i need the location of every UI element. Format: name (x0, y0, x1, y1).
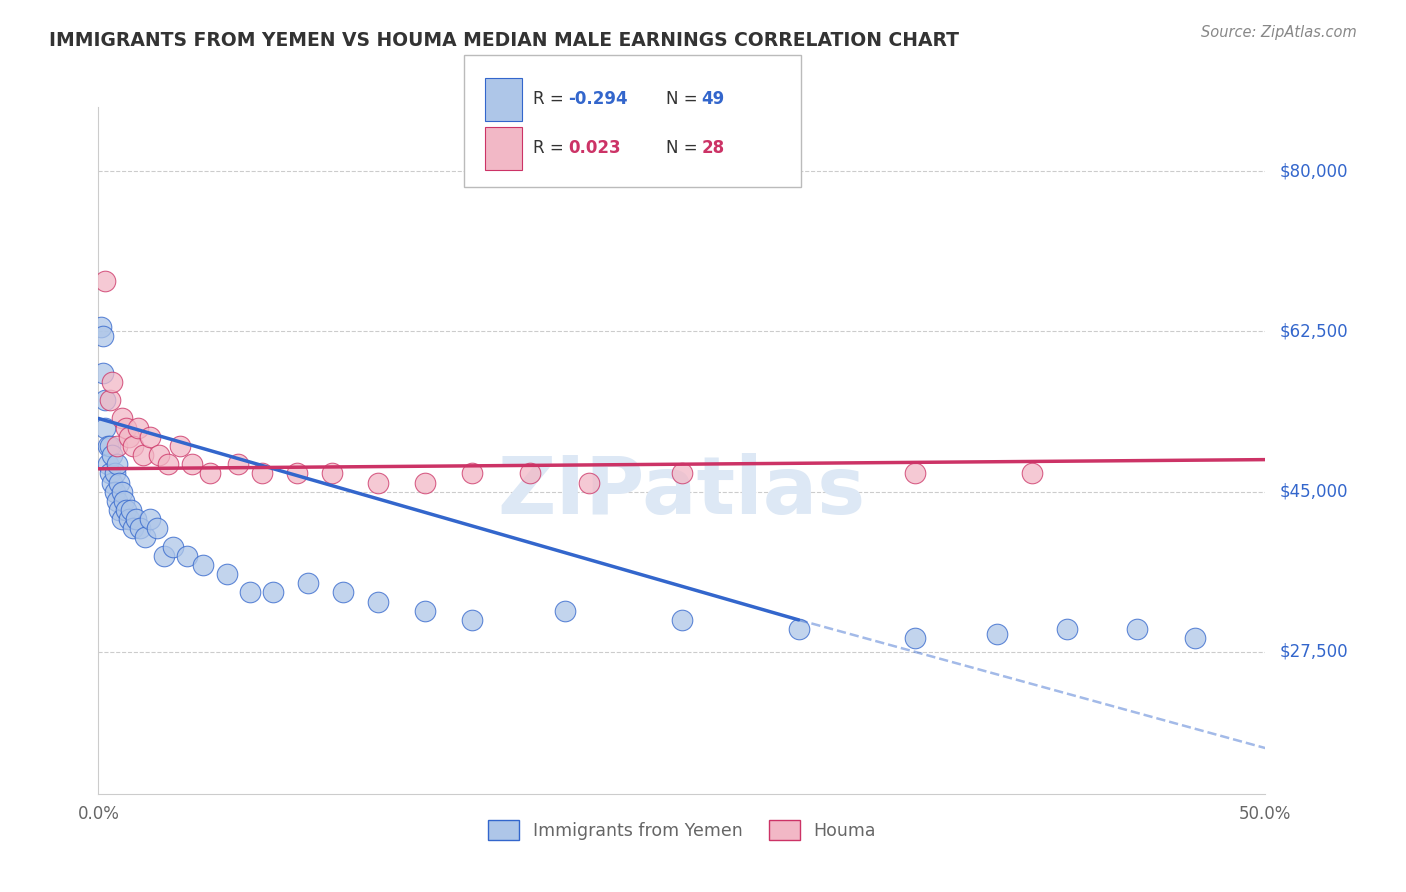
Point (180, 457, 202, 471)
Point (108, 503, 131, 517)
Text: IMMIGRANTS FROM YEMEN VS HOUMA MEDIAN MALE EARNINGS CORRELATION CHART: IMMIGRANTS FROM YEMEN VS HOUMA MEDIAN MA… (49, 31, 959, 50)
Point (125, 512, 148, 526)
Text: 49: 49 (702, 90, 725, 108)
Point (1184, 631, 1206, 645)
Point (250, 467, 273, 481)
Point (321, 467, 343, 481)
Point (120, 503, 142, 517)
Point (94, 393, 117, 408)
Point (104, 467, 127, 481)
Point (1056, 622, 1078, 636)
Text: 0.023: 0.023 (568, 139, 620, 157)
Point (122, 439, 145, 453)
Point (904, 467, 927, 481)
Point (111, 512, 134, 526)
Text: -0.294: -0.294 (568, 90, 627, 108)
Point (671, 613, 693, 627)
Point (332, 585, 354, 599)
Point (108, 475, 131, 490)
Point (413, 475, 436, 490)
Point (578, 475, 600, 490)
Point (101, 375, 124, 389)
Point (297, 576, 319, 591)
Point (1126, 622, 1149, 636)
Point (285, 467, 308, 481)
Text: Source: ZipAtlas.com: Source: ZipAtlas.com (1201, 25, 1357, 40)
Point (111, 411, 134, 425)
Text: $45,000: $45,000 (1279, 483, 1348, 500)
Point (367, 594, 389, 608)
Point (97, 457, 120, 471)
Point (122, 521, 145, 535)
Point (91, 366, 114, 380)
Point (1021, 467, 1043, 481)
Point (461, 467, 484, 481)
Point (105, 457, 128, 471)
Text: $62,500: $62,500 (1279, 322, 1348, 341)
Text: $80,000: $80,000 (1279, 162, 1348, 180)
Point (671, 467, 693, 481)
Point (157, 457, 180, 471)
Point (239, 585, 262, 599)
Point (112, 493, 135, 508)
Point (228, 457, 250, 471)
Point (139, 512, 162, 526)
Point (105, 439, 128, 453)
Point (94, 274, 117, 288)
Point (132, 448, 155, 462)
Point (115, 503, 138, 517)
Point (200, 467, 222, 481)
Point (134, 531, 156, 545)
Legend: Immigrants from Yemen, Houma: Immigrants from Yemen, Houma (481, 814, 883, 847)
Point (115, 420, 138, 434)
Point (904, 631, 927, 645)
Point (94, 420, 117, 434)
Point (367, 475, 389, 490)
Text: N =: N = (666, 90, 703, 108)
Point (986, 626, 1008, 640)
Text: 28: 28 (702, 139, 724, 157)
Point (146, 521, 169, 535)
Point (519, 467, 541, 481)
Point (162, 540, 184, 554)
Point (118, 430, 141, 444)
Point (118, 512, 141, 526)
Point (193, 558, 215, 572)
Text: ZIPatlas: ZIPatlas (498, 452, 866, 531)
Point (139, 430, 162, 444)
Text: N =: N = (666, 139, 703, 157)
Text: $27,500: $27,500 (1279, 643, 1348, 661)
Point (97, 439, 120, 453)
Point (461, 613, 484, 627)
Point (148, 448, 170, 462)
Point (98, 439, 121, 453)
Point (176, 549, 198, 563)
Point (101, 448, 124, 462)
Point (152, 549, 174, 563)
Point (127, 420, 149, 434)
Point (111, 484, 134, 499)
Point (169, 439, 191, 453)
Point (98, 467, 121, 481)
Text: R =: R = (533, 90, 569, 108)
Point (129, 521, 152, 535)
Point (262, 585, 284, 599)
Point (98, 393, 121, 408)
Point (104, 484, 127, 499)
Point (105, 493, 128, 508)
Text: R =: R = (533, 139, 569, 157)
Point (554, 604, 576, 618)
Point (90, 319, 112, 334)
Point (787, 622, 810, 636)
Point (91, 329, 114, 343)
Point (101, 475, 124, 490)
Point (215, 567, 238, 582)
Point (413, 604, 436, 618)
